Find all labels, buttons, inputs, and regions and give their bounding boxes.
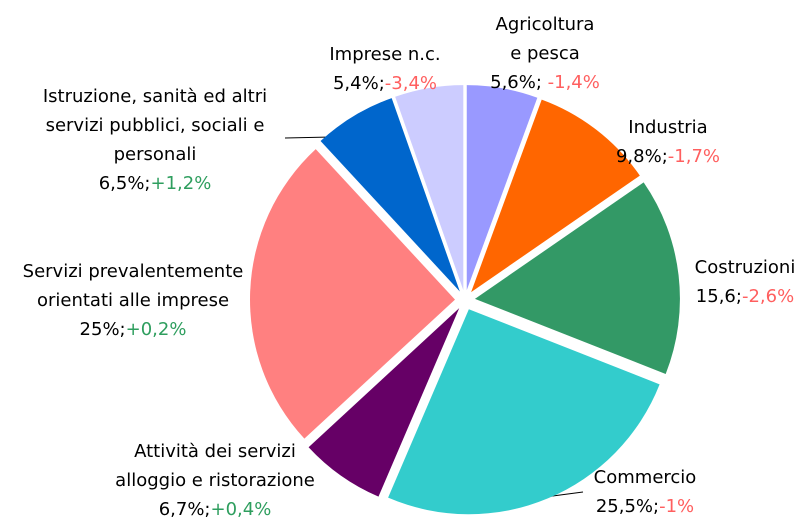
pie-slice [388, 309, 660, 515]
category-label: Servizi prevalentemente [23, 261, 244, 282]
value-label: 5,6%; -1,4% [490, 72, 600, 93]
pie-slice [250, 149, 456, 439]
change-label: -3,4% [385, 73, 437, 94]
category-label: Agricoltura [496, 14, 595, 35]
change-label: -1,7% [668, 146, 720, 167]
share-label: 25%; [80, 319, 126, 340]
category-label: Imprese n.c. [329, 44, 440, 65]
pie-slice [320, 98, 460, 292]
change-label: +1,2% [150, 173, 211, 194]
category-label: servizi pubblici, sociali e [46, 115, 265, 136]
pie-slice [471, 99, 640, 293]
category-label: Costruzioni [695, 257, 796, 278]
share-label: 25,5%; [596, 496, 659, 517]
change-label: -1% [659, 496, 694, 517]
change-label: -2,6% [742, 286, 794, 307]
value-label: 15,6;-2,6% [696, 286, 794, 307]
change-label: +0,2% [126, 319, 187, 340]
change-label: +0,4% [210, 499, 271, 520]
pie-slice [308, 308, 460, 497]
category-label: orientati alle imprese [37, 290, 229, 311]
pie-slice [466, 85, 538, 291]
category-label: Commercio [594, 467, 697, 488]
category-label: personali [114, 144, 197, 165]
share-label: 15,6; [696, 286, 742, 307]
value-label: 25%;+0,2% [80, 319, 187, 340]
share-label: 5,4%; [333, 73, 385, 94]
category-label: Attività dei servizi [134, 441, 296, 462]
share-label: 6,5%; [99, 173, 151, 194]
share-label: 9,8%; [616, 146, 668, 167]
value-label: 6,7%;+0,4% [159, 499, 272, 520]
category-label: alloggio e ristorazione [115, 470, 315, 491]
category-label: e pesca [510, 43, 580, 64]
change-label: -1,4% [548, 72, 600, 93]
category-label: Industria [628, 117, 707, 138]
category-label: Istruzione, sanità ed altri [43, 86, 267, 107]
value-label: 5,4%;-3,4% [333, 73, 437, 94]
pie-slice [474, 182, 680, 374]
share-label: 6,7%; [159, 499, 211, 520]
share-label: 5,6%; [490, 72, 548, 93]
value-label: 25,5%;-1% [596, 496, 694, 517]
value-label: 9,8%;-1,7% [616, 146, 720, 167]
value-label: 6,5%;+1,2% [99, 173, 212, 194]
pie-slice [395, 85, 464, 291]
